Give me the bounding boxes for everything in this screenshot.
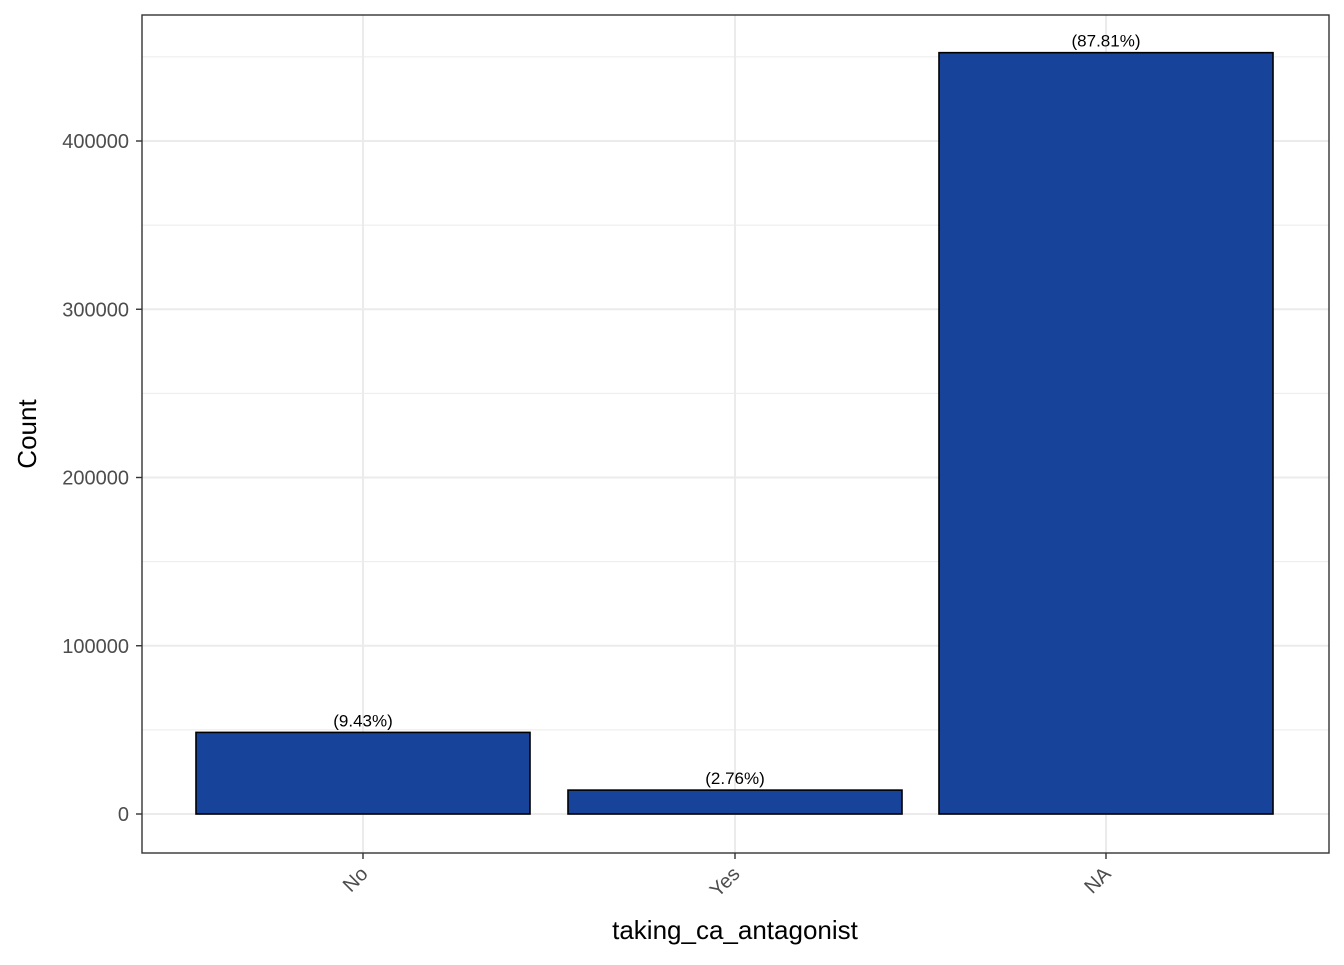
bar-no bbox=[195, 731, 531, 815]
x-axis-title: taking_ca_antagonist bbox=[612, 915, 859, 945]
bar-yes bbox=[567, 789, 903, 815]
x-tick-label: No bbox=[339, 863, 373, 897]
y-axis: 0 100000 200000 300000 400000 bbox=[62, 131, 142, 826]
y-tick-label: 0 bbox=[118, 804, 129, 826]
bar-data-label: (9.43%) bbox=[333, 711, 393, 730]
x-tick-label: NA bbox=[1080, 863, 1116, 899]
bar-labels: (9.43%) (2.76%) (87.81%) bbox=[333, 32, 1140, 788]
y-tick-label: 400000 bbox=[62, 131, 129, 153]
x-tick-label: Yes bbox=[706, 863, 745, 902]
bar-na bbox=[938, 51, 1274, 815]
y-axis-title: Count bbox=[12, 399, 42, 469]
bar-data-label: (2.76%) bbox=[705, 769, 765, 788]
x-axis: No Yes NA bbox=[339, 853, 1116, 902]
bar-data-label: (87.81%) bbox=[1072, 32, 1141, 51]
y-tick-label: 200000 bbox=[62, 468, 129, 490]
bars bbox=[195, 51, 1274, 815]
y-tick-label: 300000 bbox=[62, 299, 129, 321]
y-tick-label: 100000 bbox=[62, 636, 129, 658]
